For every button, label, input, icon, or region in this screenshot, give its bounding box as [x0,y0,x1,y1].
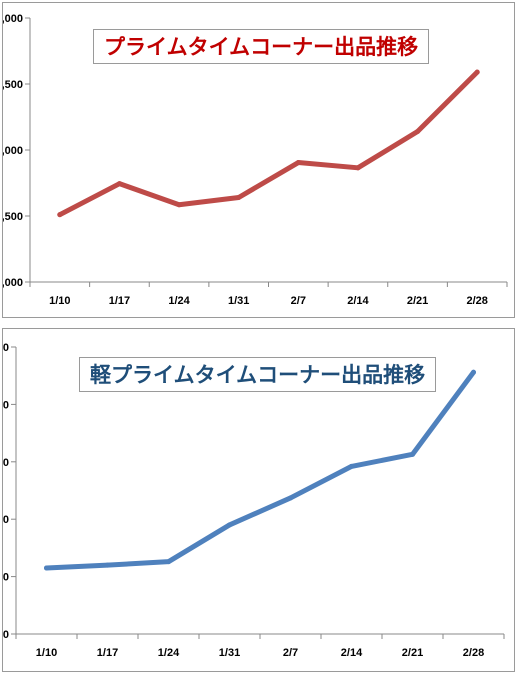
chart-2-title: 軽プライムタイムコーナー出品推移 [79,357,437,392]
data-point [295,160,301,166]
data-point [44,565,49,571]
data-point [415,129,421,135]
chart-1: 1,000 1,500 2,000 2,500 3,000 1/10 1/17 1/24 1/3… [3,13,508,307]
series-line [44,369,476,571]
data-point [236,195,242,201]
data-point [410,451,415,457]
y-tick-label: 300 [3,629,9,641]
y-tick-label: 700 [3,399,9,411]
x-tick-label: 1/31 [228,295,249,307]
data-point [349,463,354,469]
y-tick-label: 800 [3,342,9,354]
data-point [166,559,171,565]
x-tick-label: 1/17 [97,647,118,659]
y-tick-label: 2,000 [3,145,23,157]
series-line [57,69,480,218]
y-tick-label: 3,000 [3,13,23,25]
chart-panel-2: 300 400 500 600 700 800 1/10 1/17 1/24 1/31 2/7 2/1… [2,328,515,672]
x-tick-label: 2/14 [347,295,369,307]
x-tick-label: 1/24 [168,295,190,307]
x-tick-label: 1/31 [219,647,240,659]
chart-1-title: プライムタイムコーナー出品推移 [93,29,430,64]
data-point [57,212,63,218]
chart-panel-1: 1,000 1,500 2,000 2,500 3,000 1/10 1/17 1/24 1/3… [2,2,515,318]
x-tick-label: 2/21 [402,647,423,659]
x-tick-label: 2/28 [466,295,487,307]
data-point [105,562,110,568]
y-tick-label: 400 [3,572,9,584]
x-tick-label: 1/10 [49,295,70,307]
data-point [176,202,182,208]
x-tick-label: 2/28 [463,647,484,659]
data-point [355,165,361,171]
data-point [471,369,476,375]
y-tick-label: 2,500 [3,79,23,91]
chart-2: 300 400 500 600 700 800 1/10 1/17 1/24 1/31 2/7 2/1… [3,342,505,659]
x-tick-label: 1/24 [158,647,180,659]
x-tick-label: 1/10 [36,647,57,659]
y-tick-label: 500 [3,514,9,526]
x-tick-label: 2/7 [291,295,306,307]
y-tick-label: 600 [3,457,9,469]
y-tick-label: 1,000 [3,277,23,289]
data-point [227,522,232,528]
x-tick-label: 1/17 [109,295,130,307]
x-tick-label: 2/14 [341,647,363,659]
x-tick-label: 2/21 [407,295,428,307]
data-point [288,495,293,501]
y-tick-label: 1,500 [3,211,23,223]
data-point [116,181,122,187]
data-point [474,69,480,75]
x-tick-label: 2/7 [283,647,298,659]
